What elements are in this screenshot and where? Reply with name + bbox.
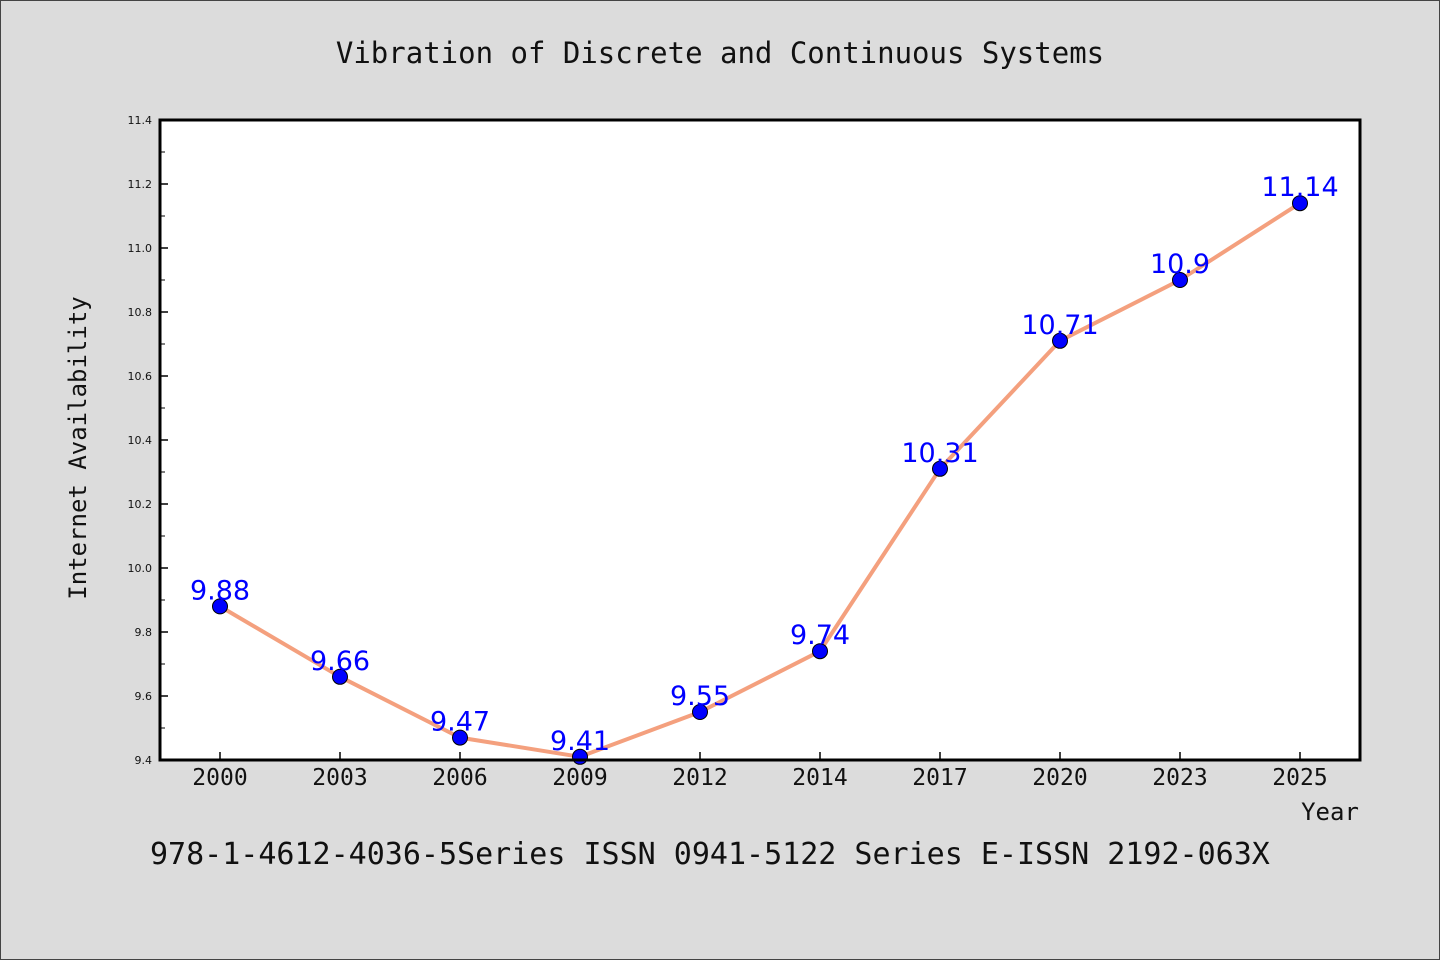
x-axis-label: Year	[1301, 798, 1359, 826]
y-tick-label: 10.8	[128, 306, 153, 319]
x-tick-label: 2017	[912, 765, 967, 791]
data-label: 9.55	[670, 681, 730, 712]
x-tick-label: 2014	[792, 765, 847, 791]
chart-title: Vibration of Discrete and Continuous Sys…	[336, 36, 1104, 70]
data-point	[692, 704, 708, 720]
y-tick-label: 9.4	[135, 754, 153, 767]
x-tick-label: 2020	[1032, 765, 1087, 791]
x-tick-label: 2023	[1152, 765, 1207, 791]
y-tick-label: 10.6	[128, 370, 153, 383]
y-tick-label: 10.4	[128, 434, 153, 447]
x-tick-label: 2009	[552, 765, 607, 791]
plot-frame	[158, 118, 1362, 762]
data-point	[1172, 272, 1188, 288]
data-point	[452, 729, 468, 746]
data-point	[332, 668, 348, 685]
x-tick-label: 2006	[432, 765, 487, 791]
y-tick-label: 10.2	[128, 498, 153, 511]
x-tick-label: 2025	[1272, 765, 1327, 791]
data-point	[932, 460, 948, 477]
y-axis: 9.4 9.6 9.8 10.0 10.2 10.4 10.6 10.8 11.0 11.2 11.…	[128, 114, 168, 767]
x-axis: 2000 2003 2006 2009 2012 2014 2017 2020 2023 2025	[192, 752, 1328, 791]
plot-area	[160, 120, 1360, 760]
data-label: 10.31	[901, 438, 978, 469]
data-point	[1052, 332, 1068, 349]
y-tick-label: 11.4	[128, 114, 153, 127]
series-line	[218, 201, 1302, 759]
series-line-group: 9.88 9.66 9.47 9.41 9.55 9.74 10.31 10.71 10.9 11…	[190, 172, 1339, 765]
y-axis-label: Internet Availability	[64, 296, 92, 599]
data-point	[812, 643, 828, 660]
footer-text: 978-1-4612-4036-5Series ISSN 0941-5122 S…	[150, 837, 1270, 872]
data-point	[212, 598, 228, 615]
y-tick-label: 11.2	[128, 178, 153, 191]
data-label: 9.88	[190, 575, 250, 606]
data-label: 10.9	[1150, 249, 1210, 280]
y-tick-label: 10.0	[128, 562, 153, 575]
x-tick-label: 2000	[192, 765, 247, 791]
y-tick-label: 9.8	[135, 626, 153, 639]
data-label: 10.71	[1021, 310, 1098, 341]
y-tick-label: 9.6	[135, 690, 153, 703]
y-tick-label: 11.0	[128, 242, 153, 255]
data-label: 9.74	[790, 620, 850, 651]
data-label: 11.14	[1261, 172, 1338, 203]
x-tick-label: 2003	[312, 765, 367, 791]
data-point	[1292, 195, 1308, 212]
data-label: 9.47	[430, 707, 490, 738]
data-label: 9.41	[550, 726, 610, 757]
data-label: 9.66	[310, 646, 370, 677]
x-tick-label: 2012	[672, 765, 727, 791]
